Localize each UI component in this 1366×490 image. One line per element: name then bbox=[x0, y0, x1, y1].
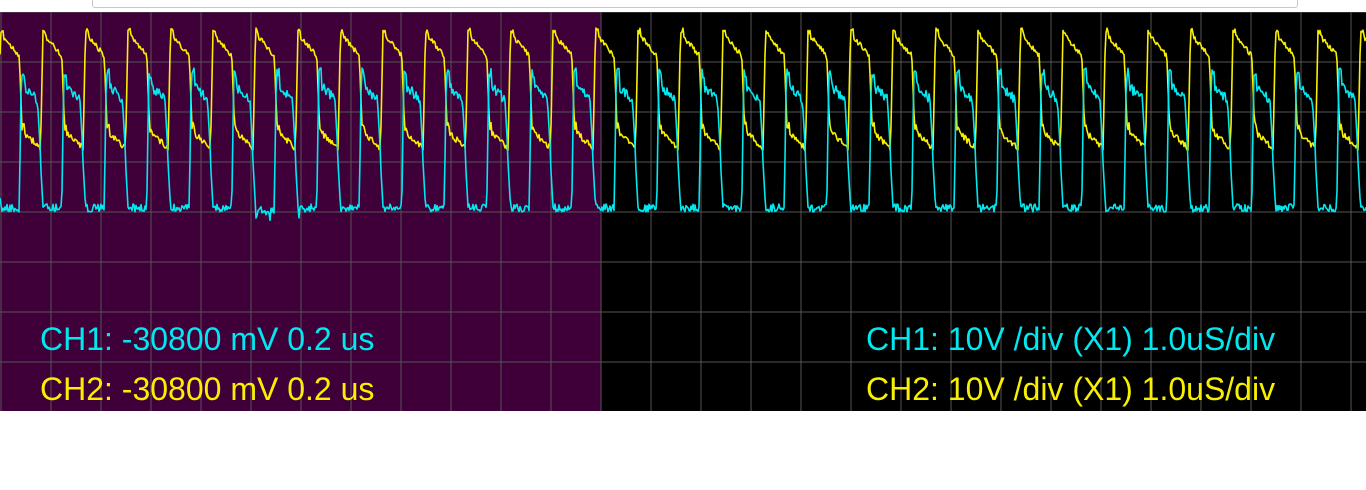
blank-area bbox=[0, 411, 1366, 490]
address-field[interactable] bbox=[92, 0, 1298, 8]
top-toolbar bbox=[0, 0, 1366, 12]
oscilloscope-display[interactable] bbox=[0, 12, 1366, 411]
ch2-settings-readout: CH2: 10V /div (X1) 1.0uS/div bbox=[866, 371, 1276, 407]
ch1-cursor-readout: CH1: -30800 mV 0.2 us bbox=[40, 321, 375, 357]
ch2-waveform bbox=[0, 27, 1366, 152]
ch1-waveform bbox=[0, 67, 1366, 222]
ch2-cursor-readout: CH2: -30800 mV 0.2 us bbox=[40, 371, 375, 407]
ch1-settings-readout: CH1: 10V /div (X1) 1.0uS/div bbox=[866, 321, 1276, 357]
